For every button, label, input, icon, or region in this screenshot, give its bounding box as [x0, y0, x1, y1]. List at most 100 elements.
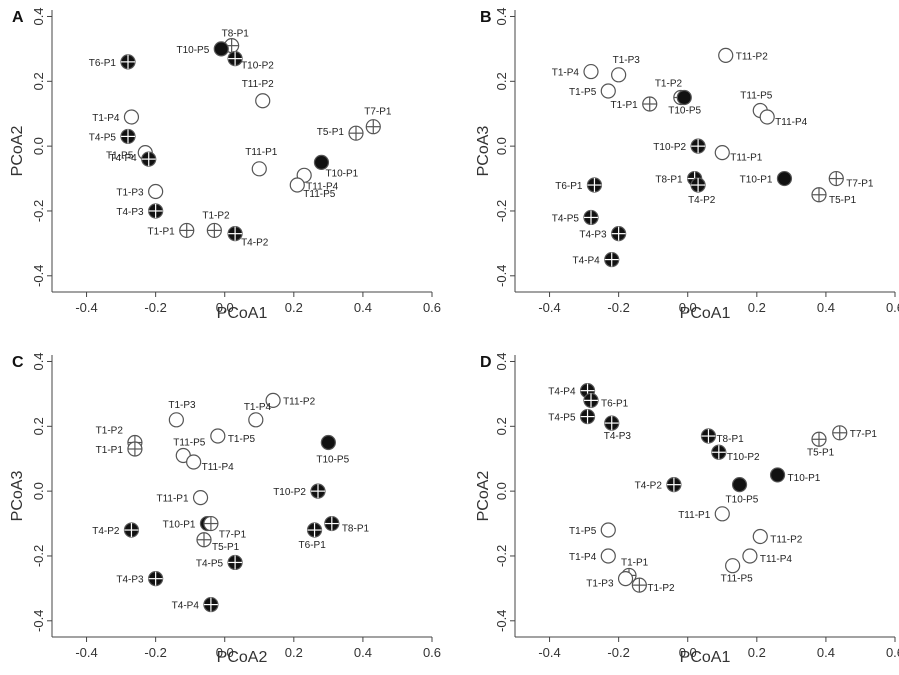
data-point: T1-P3 [168, 400, 196, 428]
point-label: T11-P4 [202, 462, 234, 473]
data-point: T4-P3 [116, 203, 164, 219]
point-marker [718, 47, 734, 63]
x-tick-label: 0.0 [679, 300, 697, 315]
data-point: T4-P5 [196, 554, 243, 571]
data-point: T4-P3 [604, 415, 632, 442]
point-label: T10-P1 [788, 473, 821, 484]
data-point: T10-P2 [273, 483, 326, 499]
x-tick-label: -0.2 [607, 645, 629, 660]
point-label: T5-P1 [317, 127, 345, 138]
y-tick-label: -0.4 [494, 610, 509, 632]
point-marker [714, 506, 730, 522]
point-marker [600, 522, 616, 538]
point-marker [248, 412, 264, 428]
data-point: T11-P2 [265, 392, 316, 408]
point-label: T1-P1 [621, 557, 649, 568]
point-label: T4-P3 [604, 431, 632, 442]
point-marker [186, 454, 202, 470]
data-point: T6-P1 [555, 177, 603, 193]
y-tick-label: 0.4 [31, 7, 46, 25]
point-marker [123, 109, 140, 125]
point-label: T1-P3 [586, 579, 614, 590]
data-point: T4-P4 [572, 251, 620, 268]
x-axis-label: PCoA1 [217, 305, 268, 322]
point-label: T4-P4 [572, 256, 600, 267]
scatter-panel-d: D -0.4 -0.2 0.0 0.2 0.4 0.6 -0.4 -0.2 0.0 0.2 0.4 PC… [475, 352, 899, 666]
point-label: T1-P3 [168, 400, 196, 411]
point-label: T1-P1 [610, 100, 638, 111]
point-label: T7-P1 [850, 429, 878, 440]
data-point: T1-P4 [569, 548, 616, 564]
y-tick-label: -0.2 [31, 200, 46, 222]
x-tick-label: 0.6 [423, 300, 441, 315]
point-label: T11-P4 [306, 181, 338, 192]
point-marker [731, 477, 748, 493]
point-label: T10-P1 [163, 520, 196, 531]
y-axis-label: PCoA3 [9, 471, 26, 522]
point-label: T11-P2 [770, 535, 802, 546]
data-point: T11-P5 [289, 177, 336, 200]
point-label: T11-P4 [760, 554, 792, 565]
data-point: T4-P3 [579, 226, 627, 242]
y-tick-label: 0.0 [31, 137, 46, 155]
point-label: T1-P4 [92, 113, 120, 124]
point-marker [168, 412, 184, 428]
point-marker [210, 428, 226, 444]
point-label: T4-P2 [688, 195, 716, 206]
data-point: T6-P1 [299, 522, 326, 551]
x-axis-label: PCoA1 [680, 649, 731, 666]
x-tick-label: -0.4 [538, 645, 560, 660]
data-point: T1-P4 [552, 63, 599, 80]
x-tick-label: -0.4 [75, 645, 97, 660]
x-tick-label: 0.4 [354, 645, 372, 660]
x-tick-label: 0.0 [679, 645, 697, 660]
panel-letter: C [12, 354, 24, 371]
data-point: T11-P4 [186, 454, 234, 473]
point-label: T1-P4 [569, 552, 597, 563]
data-point: T4-P5 [89, 128, 136, 145]
data-point: T11-P4 [759, 109, 808, 128]
point-label: T1-P1 [147, 226, 175, 237]
y-tick-label: -0.2 [31, 545, 46, 567]
point-label: T4-P2 [241, 238, 269, 249]
point-label: T7-P1 [364, 107, 392, 118]
point-label: T1-P4 [552, 68, 580, 79]
x-tick-label: 0.0 [216, 300, 234, 315]
y-tick-label: 0.4 [494, 7, 509, 25]
point-label: T10-P2 [653, 142, 686, 153]
x-tick-label: 0.6 [886, 645, 899, 660]
point-label: T8-P1 [342, 524, 370, 535]
data-point: T5-P1 [807, 431, 835, 458]
point-marker [251, 161, 267, 177]
point-marker [148, 183, 164, 200]
data-point: T1-P5 [569, 83, 616, 99]
data-point: T1-P1 [147, 222, 195, 239]
point-label: T4-P3 [116, 575, 144, 586]
x-tick-label: -0.2 [144, 300, 166, 315]
panel-letter: D [480, 354, 492, 371]
point-label: T10-P5 [668, 106, 701, 117]
data-point: T5-P1 [811, 187, 857, 206]
point-label: T10-P5 [316, 455, 349, 466]
x-tick-label: -0.4 [538, 300, 560, 315]
point-label: T11-P2 [242, 79, 274, 90]
data-point: T1-P1 [96, 441, 143, 457]
point-marker [313, 154, 330, 170]
y-tick-label: 0.0 [31, 482, 46, 500]
scatter-panel-c: C -0.4 -0.2 0.0 0.2 0.4 0.6 -0.4 -0.2 0.0 0.2 0.4 PC… [9, 352, 441, 666]
point-label: T11-P4 [775, 117, 807, 128]
point-marker [617, 571, 634, 587]
point-marker [714, 145, 730, 161]
data-point: T10-P1 [740, 170, 793, 187]
data-point: T7-P1 [832, 425, 878, 441]
data-point: T8-P1 [700, 428, 744, 445]
data-point: T10-P2 [227, 51, 274, 72]
x-tick-label: 0.2 [748, 645, 766, 660]
data-point: T11-P1 [678, 506, 730, 522]
data-point: T8-P1 [324, 515, 370, 535]
point-label: T11-P1 [245, 147, 277, 158]
x-axis-label: PCoA2 [217, 649, 268, 666]
data-point: T4-P2 [92, 522, 140, 538]
point-label: T4-P5 [552, 213, 580, 224]
point-label: T11-P5 [740, 90, 772, 101]
